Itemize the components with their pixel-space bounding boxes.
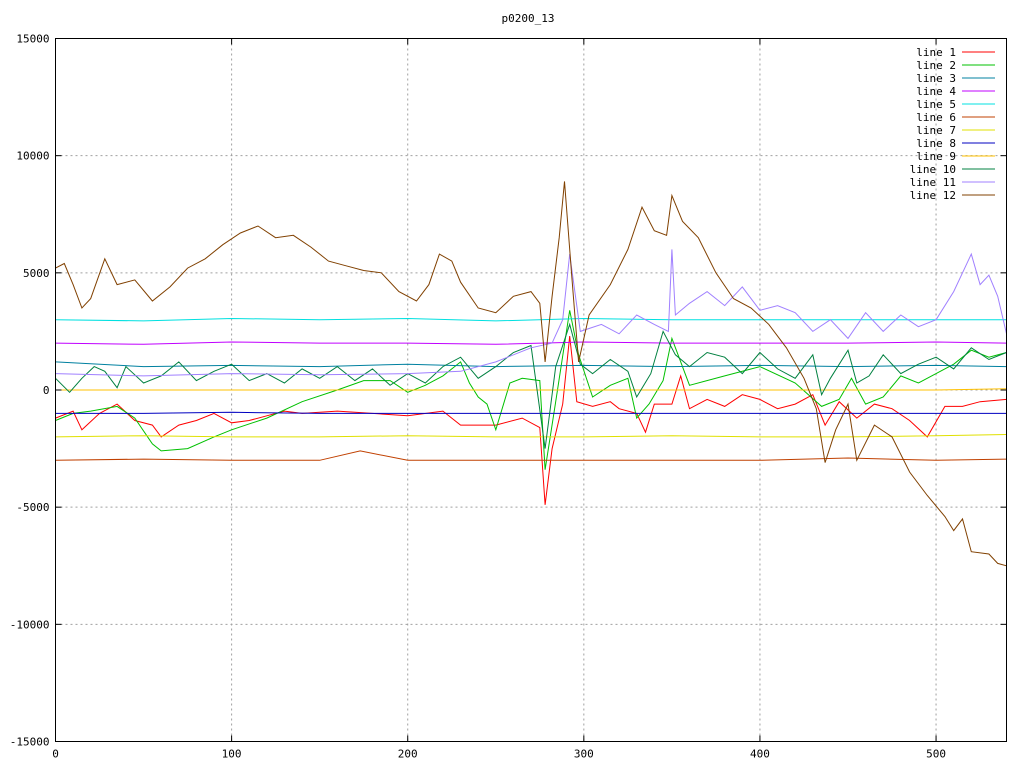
legend-label: line 2 xyxy=(916,59,956,72)
x-tick-label: 400 xyxy=(750,748,770,761)
series-line-6 xyxy=(55,450,1007,461)
y-tick-label: 10000 xyxy=(16,150,49,163)
y-tick-label: 0 xyxy=(43,384,50,397)
legend-label: line 12 xyxy=(910,189,956,202)
x-tick-label: 0 xyxy=(52,748,59,761)
series-line-5 xyxy=(55,317,1007,322)
legend-label: line 3 xyxy=(916,72,956,85)
legend-label: line 10 xyxy=(910,163,956,176)
legend-label: line 5 xyxy=(916,98,956,111)
series-line-1 xyxy=(55,336,1007,505)
x-tick-label: 500 xyxy=(926,748,946,761)
series-line-11 xyxy=(55,249,1007,377)
series-line-3 xyxy=(55,361,1007,368)
series-line-9 xyxy=(55,388,1007,391)
legend-label: line 11 xyxy=(910,176,956,189)
series-line-7 xyxy=(55,434,1007,438)
y-tick-label: -5000 xyxy=(16,501,49,514)
legend-label: line 6 xyxy=(916,111,956,124)
legend-label: line 4 xyxy=(916,85,956,98)
x-tick-label: 100 xyxy=(222,748,242,761)
legend-label: line 9 xyxy=(916,150,956,163)
chart-title: p0200_13 xyxy=(502,12,555,25)
legend-label: line 7 xyxy=(916,124,956,137)
series-line-4 xyxy=(55,341,1007,345)
x-tick-label: 300 xyxy=(574,748,594,761)
legend-label: line 1 xyxy=(916,46,956,59)
series-line-10 xyxy=(55,322,1007,449)
series-line-2 xyxy=(55,310,1007,470)
x-tick-label: 200 xyxy=(398,748,418,761)
y-tick-label: -10000 xyxy=(10,618,50,631)
series-line-12 xyxy=(55,181,1007,567)
y-tick-label: 15000 xyxy=(16,33,49,46)
y-tick-label: 5000 xyxy=(23,267,50,280)
y-tick-label: -15000 xyxy=(10,736,50,749)
legend-label: line 8 xyxy=(916,137,956,150)
series-group xyxy=(55,181,1007,567)
axis-ticks: -15000 -10000 -5000 0 5000 10000 15000 0 100 200 3… xyxy=(10,33,1007,761)
